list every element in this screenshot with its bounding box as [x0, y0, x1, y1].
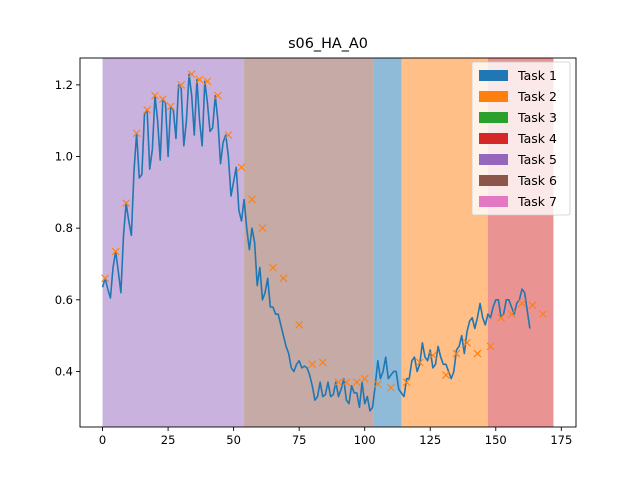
legend-item: Task 4 — [479, 131, 557, 146]
peak-marker — [122, 199, 131, 207]
peak-marker — [195, 75, 204, 84]
peak-marker — [428, 351, 437, 360]
peak-marker — [334, 378, 343, 387]
peak-marker — [111, 247, 120, 256]
plot-frame — [79, 57, 577, 428]
peak-marker — [177, 80, 186, 89]
legend-label: Task 6 — [517, 173, 557, 188]
x-tick-label: 25 — [161, 433, 176, 447]
legend-swatch — [479, 196, 508, 207]
peak-marker — [151, 91, 159, 100]
legend-swatch — [479, 91, 508, 102]
y-tick-label: 1.0 — [55, 150, 73, 164]
x-tick-label: 150 — [485, 433, 507, 447]
peak-marker — [101, 274, 110, 283]
peak-marker — [415, 358, 424, 367]
x-tick-label: 50 — [226, 433, 241, 447]
x-tick-label: 125 — [419, 433, 441, 447]
legend-item: Task 3 — [479, 110, 557, 125]
legend-item: Task 5 — [479, 152, 557, 167]
legend-item: Task 1 — [479, 68, 557, 83]
peak-marker — [166, 102, 175, 111]
peak-marker — [352, 378, 361, 387]
x-tick-label: 0 — [99, 433, 106, 447]
peak-marker — [452, 349, 461, 358]
legend-swatch — [479, 70, 508, 81]
peak-marker — [269, 263, 277, 272]
peak-marker — [248, 195, 256, 204]
peak-marker — [402, 378, 411, 387]
peak-marker — [463, 338, 471, 347]
y-tick-label: 0.4 — [55, 364, 73, 378]
legend-swatch — [479, 133, 508, 144]
peak-marker — [158, 95, 167, 104]
x-tick-label: 100 — [354, 433, 376, 447]
legend-swatch — [479, 154, 508, 165]
legend-label: Task 1 — [517, 68, 557, 83]
peak-marker — [518, 299, 526, 308]
legend: Task 1 Task 2 Task 3 Task 4 Task 5 Task 6 Task… — [471, 61, 571, 216]
peak-marker — [237, 163, 246, 172]
legend-swatch — [479, 175, 508, 186]
peak-marker — [342, 378, 351, 387]
peak-marker — [387, 383, 395, 392]
y-tick-label: 0.8 — [55, 221, 73, 235]
x-tick-label: 175 — [550, 433, 572, 447]
legend-swatch — [479, 112, 508, 123]
legend-item: Task 2 — [479, 89, 557, 104]
ticks: 0 25 50 75 100 125 150 175 0.4 0.6 0.8 1.0 1.2 — [55, 78, 573, 447]
peak-marker — [497, 313, 505, 322]
peak-marker — [308, 360, 317, 369]
axes — [79, 57, 577, 428]
peak-marker — [373, 380, 382, 388]
peak-marker — [203, 77, 212, 86]
peak-marker — [486, 342, 495, 351]
legend-item: Task 6 — [479, 173, 557, 188]
peak-marker — [507, 310, 516, 319]
legend-label: Task 4 — [517, 131, 557, 146]
legend-item: Task 7 — [479, 194, 557, 209]
peak-marker — [143, 106, 152, 114]
peak-marker — [214, 91, 222, 100]
peak-marker — [132, 129, 141, 138]
signal-line — [101, 73, 531, 412]
legend-label: Task 5 — [517, 152, 557, 167]
peak-marker — [473, 349, 482, 358]
peak-marker — [528, 301, 537, 310]
peak-marker — [295, 321, 304, 329]
peak-marker — [224, 131, 233, 139]
legend-label: Task 7 — [517, 194, 557, 209]
peak-marker — [539, 310, 547, 319]
x-tick-label: 75 — [292, 433, 307, 447]
peak-marker — [279, 274, 288, 283]
span-task-6 — [244, 58, 374, 427]
y-tick-label: 0.6 — [55, 293, 73, 307]
peak-marker — [360, 374, 369, 383]
y-tick-label: 1.2 — [55, 78, 73, 92]
legend-label: Task 3 — [517, 110, 557, 125]
peak-marker — [442, 371, 450, 379]
peak-marker — [318, 358, 327, 367]
span-task-5 — [102, 58, 245, 427]
legend-label: Task 2 — [517, 89, 557, 104]
chart-title: s06_HA_A0 — [288, 36, 368, 52]
peak-marker — [187, 70, 196, 79]
peak-marker — [258, 224, 267, 233]
plot-lines — [101, 70, 547, 412]
